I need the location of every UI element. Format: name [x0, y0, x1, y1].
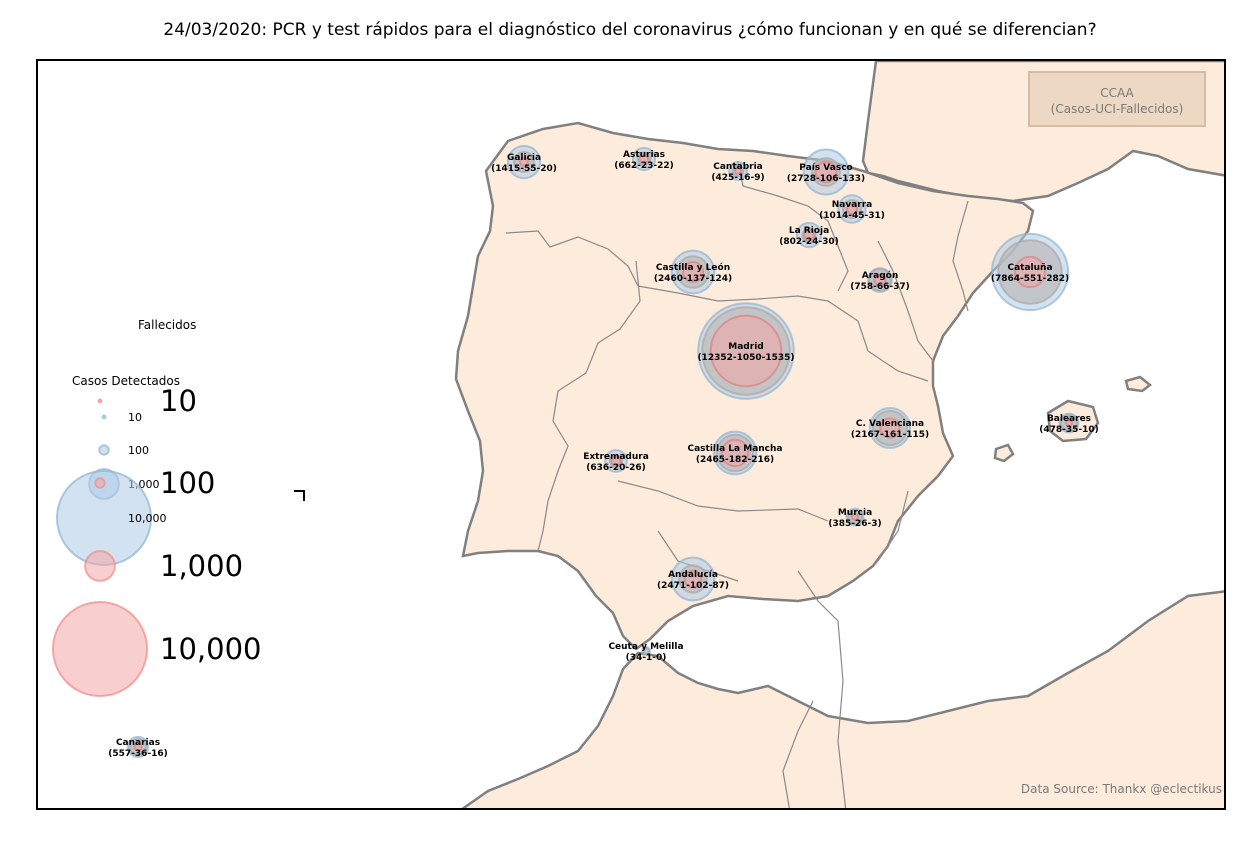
- region-stats-andalucia: (2471-102-87): [657, 581, 729, 591]
- legend-corner-mark: [294, 490, 305, 501]
- region-stats-murcia: (385-26-3): [828, 519, 881, 529]
- deaths-bubble-castilla-y-leon: [681, 260, 705, 284]
- region-name-canarias: Canarias: [116, 738, 160, 748]
- data-source: Data Source: Thankx @eclectikus: [1020, 782, 1222, 796]
- deaths-bubble-baleares: [1065, 419, 1073, 427]
- region-name-ceuta-y-melilla: Ceuta y Melilla: [608, 642, 683, 652]
- deaths-bubble-c-valenciana: [879, 417, 901, 439]
- region-stats-galicia: (1415-55-20): [491, 164, 557, 174]
- region-name-castilla-y-leon: Castilla y León: [656, 262, 730, 273]
- deaths-bubble-murcia: [851, 513, 859, 521]
- menorca-island: [1124, 375, 1153, 393]
- deaths-bubble-madrid: [709, 314, 783, 388]
- labels-layer: Galicia(1415-55-20) Asturias(662-23-22) Ca…: [108, 150, 1099, 759]
- legend-deaths-label-10: 10: [160, 384, 197, 418]
- map-title: 24/03/2020: PCR y test rápidos para el d…: [163, 20, 1097, 40]
- region-stats-ceuta-y-melilla: (34-1-0): [626, 653, 667, 663]
- region-name-cataluna: Cataluña: [1007, 263, 1052, 273]
- region-name-c-valenciana: C. Valenciana: [856, 419, 924, 429]
- deaths-bubble-asturias: [638, 153, 650, 165]
- region-name-extremadura: Extremadura: [583, 452, 649, 462]
- region-name-murcia: Murcia: [838, 508, 872, 518]
- region-stats-madrid: (12352-1050-1535): [697, 353, 794, 363]
- region-stats-cataluna: (7864-551-282): [991, 274, 1069, 284]
- deaths-bubble-aragon: [873, 273, 887, 287]
- legend-deaths-title: Fallecidos: [138, 318, 196, 332]
- legend-ccaa-title: CCAA: [1100, 86, 1134, 100]
- legend-deaths-label-1,000: 1,000: [160, 549, 243, 583]
- region-name-castilla-la-mancha: Castilla La Mancha: [688, 444, 783, 454]
- legend-cases-label-10: 10: [128, 411, 142, 424]
- region-stats-asturias: (662-23-22): [614, 161, 674, 171]
- legend-cases-circle-10: [101, 414, 107, 420]
- legend-deaths-circle-1,000: [84, 550, 116, 582]
- region-stats-baleares: (478-35-10): [1039, 425, 1099, 435]
- map-frame: Galicia (1415-55-20) Asturias (662-23-22) Ca…: [36, 59, 1226, 810]
- deaths-bubble-cantabria: [734, 167, 742, 175]
- legend-deaths-label-10,000: 10,000: [160, 632, 261, 666]
- region-name-aragon: Aragón: [862, 270, 899, 281]
- region-name-andalucia: Andalucía: [668, 570, 718, 580]
- region-name-asturias: Asturias: [623, 150, 665, 160]
- deaths-bubble-andalucia: [683, 569, 703, 589]
- legend-cases-title: Casos Detectados: [72, 374, 180, 388]
- deaths-bubble-canarias: [133, 742, 143, 752]
- bubbles-layer: [126, 144, 1080, 759]
- ibiza-island: [993, 443, 1015, 463]
- map-canvas: Galicia(1415-55-20) Asturias(662-23-22) Ca…: [52, 61, 1224, 808]
- region-name-baleares: Baleares: [1047, 414, 1091, 424]
- region-name-navarra: Navarra: [832, 200, 873, 210]
- deaths-bubble-cataluna: [1013, 255, 1047, 289]
- region-stats-castilla-la-mancha: (2465-182-216): [696, 455, 774, 465]
- region-stats-la-rioja: (802-24-30): [779, 237, 839, 247]
- region-stats-pais-vasco: (2728-106-133): [787, 174, 865, 184]
- region-name-cantabria: Cantabria: [713, 162, 763, 172]
- region-stats-canarias: (557-36-16): [108, 749, 168, 759]
- region-name-pais-vasco: País Vasco: [799, 163, 852, 173]
- legend-ccaa-subtitle: (Casos-UCI-Fallecidos): [1050, 102, 1184, 116]
- region-name-la-rioja: La Rioja: [789, 226, 829, 236]
- size-legend: Fallecidos Casos Detectados 101001,00010…: [52, 318, 305, 697]
- region-name-madrid: Madrid: [728, 342, 763, 352]
- region-stats-navarra: (1014-45-31): [819, 211, 885, 221]
- deaths-bubble-castilla-la-mancha: [720, 438, 750, 468]
- africa-landmass: [461, 590, 1224, 808]
- legend-cases-label-100: 100: [128, 444, 149, 457]
- legend-deaths-label-100: 100: [160, 466, 215, 500]
- legend-deaths-circle-100: [94, 477, 106, 489]
- deaths-bubble-pais-vasco: [814, 160, 838, 184]
- legend-deaths-circle-10: [97, 398, 103, 404]
- deaths-bubble-navarra: [845, 202, 859, 216]
- legend-cases-label-10,000: 10,000: [128, 512, 167, 525]
- legend-deaths-sizes: 10 100 1,000 10,000: [52, 384, 261, 697]
- region-stats-cantabria: (425-16-9): [711, 173, 764, 183]
- regional-borders: [505, 160, 969, 808]
- legend-ccaa-box: CCAA (Casos-UCI-Fallecidos): [1028, 71, 1206, 127]
- legend-cases-circle-100: [98, 444, 110, 456]
- deaths-bubble-la-rioja: [803, 229, 815, 241]
- legend-deaths-circle-10,000: [52, 601, 148, 697]
- region-stats-aragon: (758-66-37): [850, 282, 910, 292]
- region-stats-extremadura: (636-20-26): [586, 463, 646, 473]
- region-stats-castilla-y-leon: (2460-137-124): [654, 274, 732, 284]
- icu-bubble-ceuta-y-melilla: [642, 647, 650, 655]
- deaths-bubble-extremadura: [610, 455, 622, 467]
- region-stats-c-valenciana: (2167-161-115): [851, 430, 929, 440]
- deaths-bubble-galicia: [518, 156, 530, 168]
- region-name-galicia: Galicia: [507, 153, 541, 163]
